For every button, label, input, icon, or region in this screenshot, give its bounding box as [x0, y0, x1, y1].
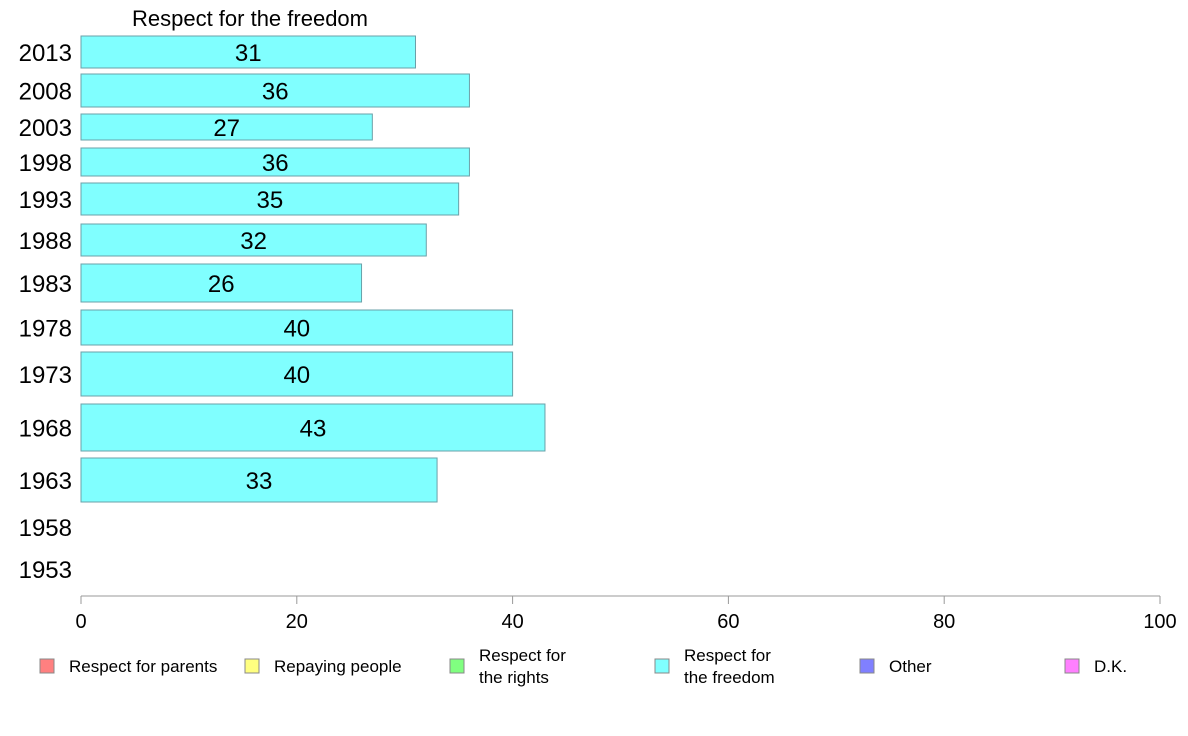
bar-value-label: 40 [283, 362, 310, 389]
legend-swatch [449, 658, 465, 674]
bar-1963 [80, 457, 438, 503]
legend-label: Respect for the freedom [684, 646, 775, 687]
y-tick-label: 2003 [19, 115, 72, 142]
y-tick-label: 1963 [19, 468, 72, 495]
legend-swatch [859, 658, 875, 674]
bar-value-label: 26 [208, 271, 235, 298]
legend-label: Repaying people [274, 657, 402, 676]
bar-value-label: 43 [300, 416, 327, 443]
x-axis: 0 20 40 60 80 100 [75, 595, 1177, 633]
bar-value-label: 27 [213, 115, 240, 142]
x-tick-label: 40 [501, 611, 523, 633]
y-tick-label: 1968 [19, 416, 72, 443]
legend-swatch [39, 658, 55, 674]
bar-1988 [80, 223, 427, 257]
bar-1983 [80, 263, 363, 303]
bar-2013 [80, 35, 416, 69]
legend-label: D.K. [1094, 657, 1127, 676]
legend-swatch [1064, 658, 1080, 674]
bar-value-label: 32 [240, 228, 267, 255]
y-tick-label: 2013 [19, 40, 72, 67]
legend-label: Other [889, 657, 932, 676]
chart-title: Respect for the freedom [132, 6, 368, 31]
bar-value-label: 31 [235, 40, 262, 67]
y-tick-label: 1988 [19, 228, 72, 255]
bar-value-label: 40 [283, 316, 310, 343]
legend-label: Respect for parents [69, 657, 217, 676]
bar-value-label: 33 [246, 468, 273, 495]
legend-label: Respect for the rights [479, 646, 566, 687]
bar-2008 [80, 73, 470, 108]
y-tick-label: 1998 [19, 150, 72, 177]
bar-1968 [80, 403, 546, 452]
x-tick-label: 80 [933, 611, 955, 633]
y-tick-label: 1993 [19, 187, 72, 214]
bar-1973 [80, 351, 514, 397]
bar-value-label: 36 [262, 79, 289, 106]
x-tick-label: 60 [717, 611, 739, 633]
y-axis-ticks: 2013 2008 2003 1998 1993 1988 1983 1978 1973 1968… [19, 40, 72, 584]
y-tick-label: 1973 [19, 362, 72, 389]
bar-1998 [80, 147, 470, 177]
bar-1993 [80, 182, 460, 216]
bar-1978 [80, 309, 514, 346]
x-tick-label: 0 [75, 611, 86, 633]
legend-swatch [244, 658, 260, 674]
x-tick-label: 20 [286, 611, 308, 633]
y-tick-label: 2008 [19, 79, 72, 106]
legend-swatch [654, 658, 670, 674]
y-tick-label: 1983 [19, 271, 72, 298]
y-tick-label: 1958 [19, 515, 72, 542]
bar-2003 [80, 113, 373, 141]
x-tick-label: 100 [1143, 611, 1176, 633]
y-tick-label: 1978 [19, 316, 72, 343]
bar-value-label: 36 [262, 150, 289, 177]
bar-value-label: 35 [256, 187, 283, 214]
y-tick-label: 1953 [19, 557, 72, 584]
legend: Respect for parents Repaying people Respec… [39, 646, 1127, 687]
